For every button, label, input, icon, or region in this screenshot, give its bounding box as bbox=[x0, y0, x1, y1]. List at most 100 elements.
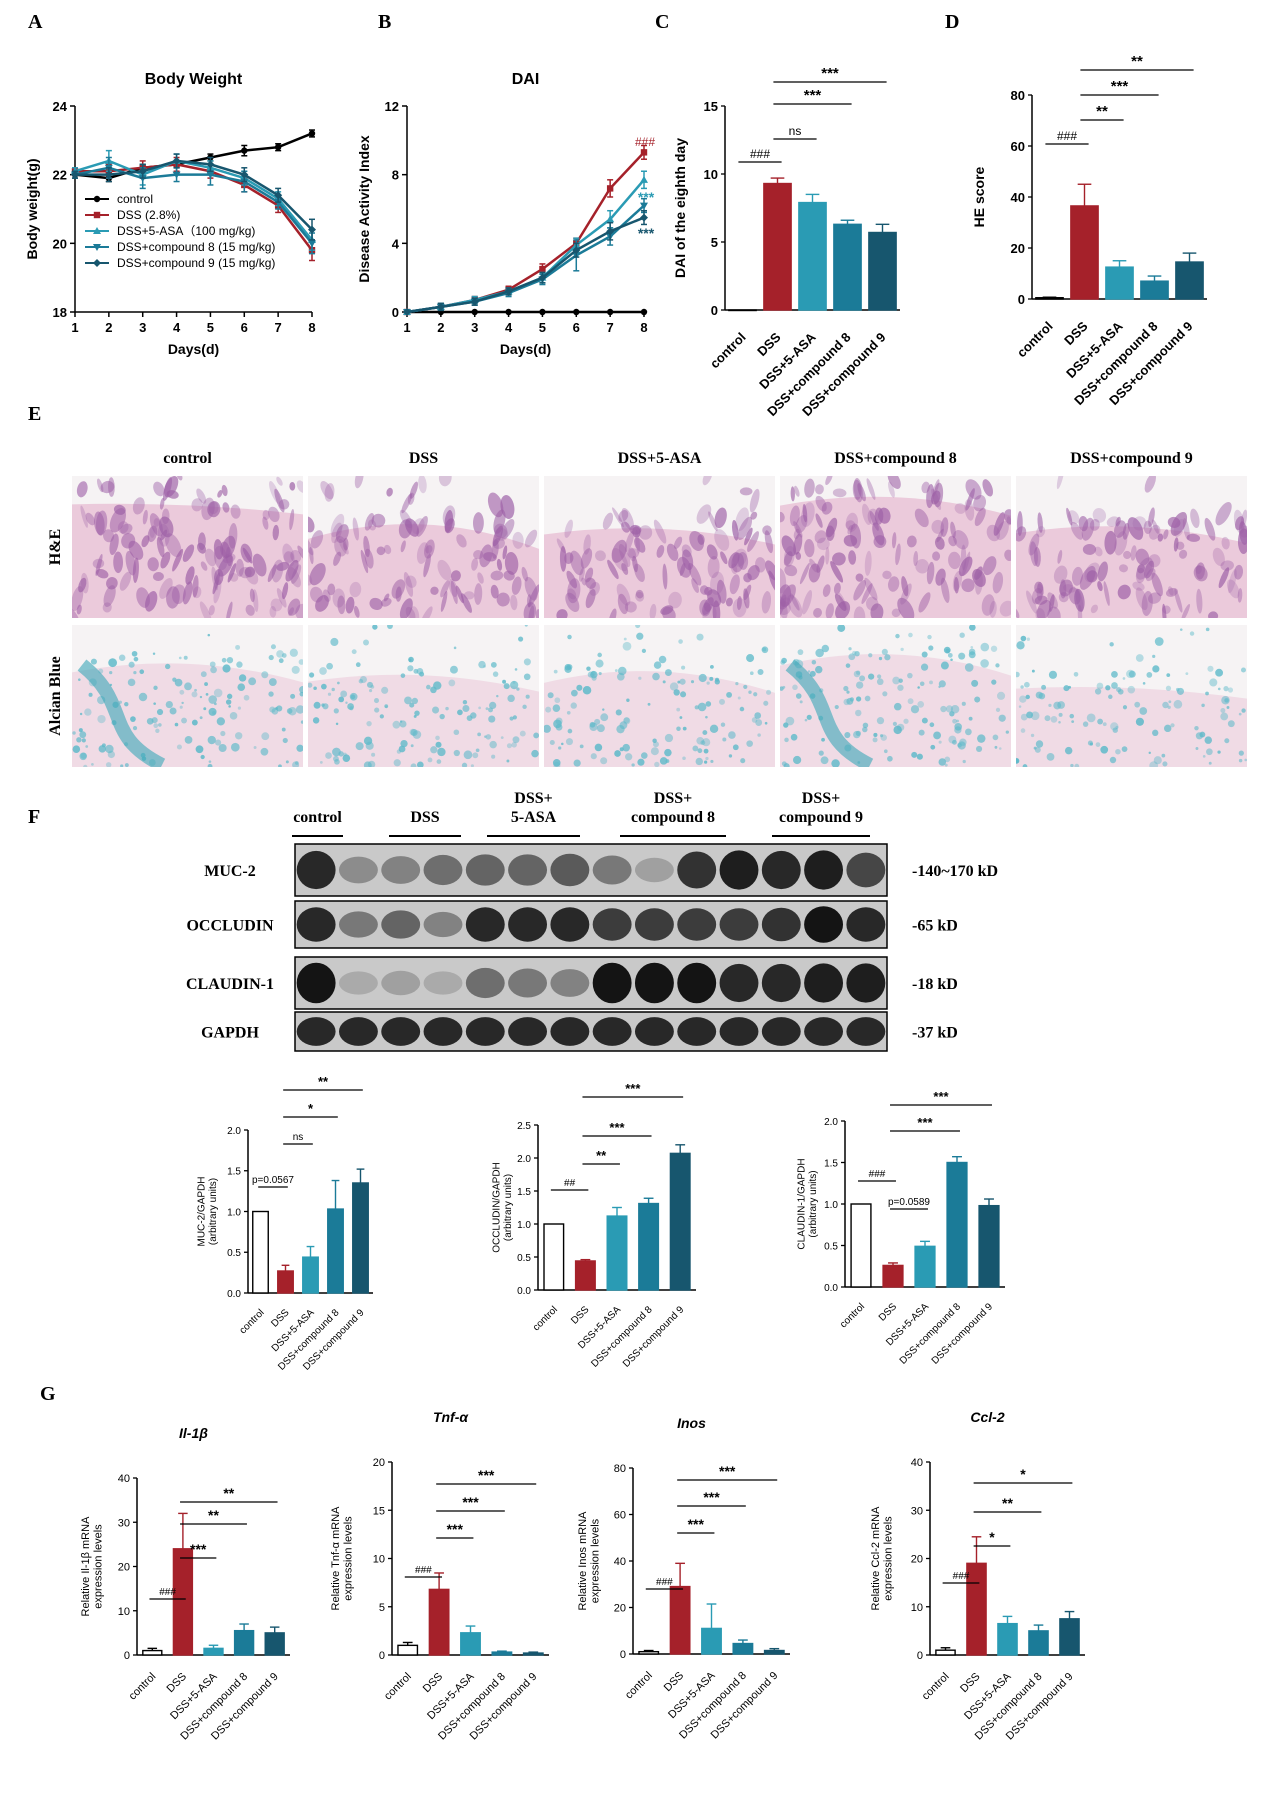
goblet-cell bbox=[448, 679, 456, 687]
goblet-cell bbox=[938, 740, 942, 744]
sig-label: *** bbox=[609, 1120, 625, 1135]
crypt bbox=[832, 488, 847, 498]
goblet-cell bbox=[554, 697, 561, 704]
crypt bbox=[418, 476, 427, 494]
crypt bbox=[612, 507, 624, 528]
goblet-cell bbox=[1068, 685, 1072, 689]
goblet-cell bbox=[152, 652, 156, 656]
goblet-cell bbox=[243, 694, 250, 701]
goblet-cell bbox=[846, 697, 854, 705]
crypt bbox=[400, 540, 406, 553]
crypt bbox=[975, 572, 983, 595]
crypt bbox=[201, 497, 215, 521]
crypt bbox=[76, 604, 82, 615]
crypt bbox=[535, 609, 539, 618]
bar bbox=[233, 1629, 255, 1656]
crypt bbox=[913, 550, 919, 567]
goblet-cell bbox=[1209, 678, 1218, 687]
goblet-cell bbox=[709, 664, 714, 669]
x-category-label: DSS bbox=[1061, 318, 1091, 348]
crypt bbox=[864, 550, 872, 576]
y-tick-label: 15 bbox=[704, 99, 718, 114]
bar bbox=[701, 1627, 722, 1655]
crypt bbox=[835, 601, 851, 618]
sig-label: *** bbox=[447, 1521, 464, 1537]
crypt bbox=[982, 479, 993, 497]
goblet-cell bbox=[650, 747, 659, 756]
blot-band bbox=[508, 1017, 548, 1046]
sig-label: *** bbox=[190, 1541, 207, 1557]
goblet-cell bbox=[917, 686, 920, 689]
crypt bbox=[731, 520, 739, 541]
goblet-cell bbox=[523, 658, 531, 666]
crypt bbox=[424, 539, 435, 559]
crypt bbox=[1239, 525, 1247, 538]
y-tick-label: 0.5 bbox=[824, 1241, 838, 1252]
crypt bbox=[855, 573, 864, 582]
y-tick-label: 2.0 bbox=[824, 1117, 838, 1128]
goblet-cell bbox=[1016, 759, 1019, 764]
crypt bbox=[496, 592, 510, 607]
blot-band bbox=[846, 907, 886, 942]
goblet-cell bbox=[83, 764, 88, 767]
goblet-cell bbox=[844, 731, 851, 739]
crypt bbox=[166, 490, 179, 499]
crypt bbox=[386, 487, 393, 497]
goblet-cell bbox=[268, 691, 274, 697]
goblet-cell bbox=[897, 684, 904, 691]
bar bbox=[397, 1644, 419, 1656]
goblet-cell bbox=[1139, 707, 1148, 715]
histology-image-alcian-1 bbox=[308, 625, 539, 767]
x-category-label: control bbox=[382, 1671, 414, 1703]
goblet-cell bbox=[631, 763, 635, 767]
goblet-cell bbox=[1205, 627, 1210, 632]
point bbox=[505, 308, 512, 316]
crypt bbox=[739, 487, 753, 496]
goblet-cell bbox=[992, 734, 999, 741]
crypt bbox=[405, 606, 416, 618]
crypt bbox=[781, 535, 797, 557]
histology-image-he-4 bbox=[1016, 476, 1247, 618]
goblet-cell bbox=[156, 708, 164, 716]
series-line bbox=[406, 179, 645, 314]
crypt bbox=[915, 559, 929, 574]
crypt bbox=[1181, 603, 1190, 618]
goblet-cell bbox=[821, 737, 825, 742]
x-tick-label: 4 bbox=[173, 320, 181, 335]
goblet-cell bbox=[222, 664, 231, 673]
goblet-cell bbox=[321, 683, 327, 690]
goblet-cell bbox=[221, 657, 227, 663]
crypt bbox=[411, 518, 425, 534]
goblet-cell bbox=[1074, 763, 1080, 767]
point bbox=[640, 308, 648, 316]
goblet-cell bbox=[964, 663, 974, 672]
y-tick-label: 10 bbox=[911, 1602, 923, 1614]
goblet-cell bbox=[1179, 628, 1183, 631]
crypt bbox=[450, 570, 461, 582]
crypt bbox=[119, 571, 132, 591]
x-category-label: DSS bbox=[877, 1301, 900, 1324]
goblet-cell bbox=[820, 756, 829, 765]
crypt bbox=[845, 512, 858, 532]
goblet-cell bbox=[1108, 694, 1113, 700]
goblet-cell bbox=[868, 673, 875, 680]
crypt bbox=[897, 597, 915, 618]
goblet-cell bbox=[485, 734, 492, 740]
crypt bbox=[1004, 549, 1011, 562]
crypt bbox=[132, 497, 145, 515]
goblet-cell bbox=[179, 705, 183, 709]
goblet-cell bbox=[853, 730, 861, 739]
goblet-cell bbox=[998, 714, 1006, 722]
goblet-cell bbox=[533, 732, 539, 739]
goblet-cell bbox=[864, 695, 871, 702]
crypt bbox=[423, 553, 431, 578]
crypt bbox=[500, 519, 515, 540]
goblet-cell bbox=[200, 671, 207, 678]
goblet-cell bbox=[732, 744, 739, 751]
goblet-cell bbox=[191, 719, 198, 726]
crypt bbox=[1059, 579, 1073, 597]
crypt bbox=[1179, 549, 1188, 559]
goblet-cell bbox=[600, 757, 608, 765]
goblet-cell bbox=[673, 689, 680, 696]
crypt bbox=[816, 537, 830, 551]
